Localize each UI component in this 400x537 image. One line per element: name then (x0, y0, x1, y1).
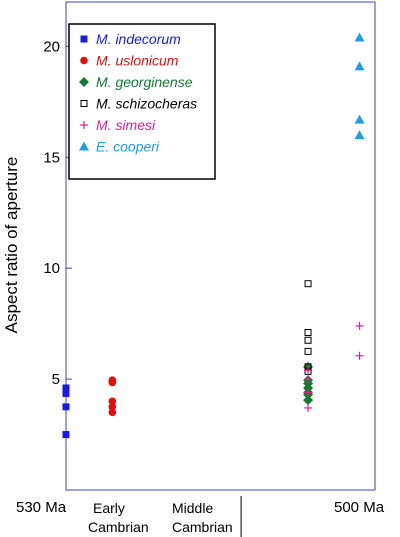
period-early-line1: Early (93, 500, 125, 516)
period-middle-line1: Middle (172, 500, 213, 516)
point-e-cooperi (354, 61, 365, 71)
y-tick-label: 10 (43, 260, 60, 277)
period-early-line2: Cambrian (88, 519, 149, 535)
point-m-uslonicum (108, 378, 117, 387)
point-m-simesi (304, 388, 313, 397)
plot-frame (65, 1, 376, 491)
point-m-uslonicum (108, 403, 117, 411)
point-e-cooperi (354, 32, 365, 42)
point-m-uslonicum (108, 408, 117, 417)
legend: M. indecorum M. uslonicum M. georginense M.… (68, 23, 216, 180)
point-e-cooperi (354, 114, 365, 124)
point-m-simesi (355, 351, 364, 360)
legend-marker-m-georginense (79, 77, 89, 87)
point-e-cooperi (354, 130, 365, 140)
point-m-schizocheras (304, 336, 312, 344)
y-tick-label: 5 (52, 371, 60, 388)
point-m-schizocheras (304, 347, 312, 355)
point-m-georginense (303, 395, 314, 406)
point-m-simesi (355, 321, 364, 330)
legend-marker-m-indecorum (80, 35, 88, 43)
legend-marker-e-cooperi (79, 141, 89, 151)
x-label-right: 500 Ma (334, 499, 385, 516)
point-m-uslonicum (108, 397, 117, 406)
legend-marker-m-schizocheras (80, 100, 88, 107)
y-tick-label: 20 (43, 38, 60, 55)
y-axis-label: Aspect ratio of aperture (2, 157, 21, 334)
legend-marker-m-simesi (80, 121, 88, 129)
x-label-left: 530 Ma (16, 499, 67, 516)
point-m-simesi (304, 403, 313, 412)
legend-label-m-schizocheras: M. schizocheras (96, 96, 197, 112)
point-m-indecorum (62, 403, 70, 411)
point-m-schizocheras (304, 280, 312, 288)
point-m-schizocheras (304, 329, 312, 337)
legend-marker-m-uslonicum (80, 56, 88, 65)
y-axis-ticks: 5 10 15 20 (43, 38, 72, 388)
legend-label-m-indecorum: M. indecorum (96, 31, 181, 47)
y-tick-label: 15 (43, 149, 60, 166)
legend-box (68, 23, 216, 180)
point-m-simesi (304, 366, 313, 375)
point-m-indecorum (62, 431, 70, 439)
period-middle-line2: Cambrian (172, 519, 233, 535)
legend-label-m-uslonicum: M. uslonicum (96, 53, 179, 69)
legend-label-m-simesi: M. simesi (96, 117, 156, 133)
legend-label-m-georginense: M. georginense (96, 74, 193, 90)
point-m-indecorum (62, 390, 70, 398)
point-m-simesi (304, 375, 313, 384)
data-points (62, 32, 365, 439)
legend-label-e-cooperi: E. cooperi (96, 139, 160, 155)
